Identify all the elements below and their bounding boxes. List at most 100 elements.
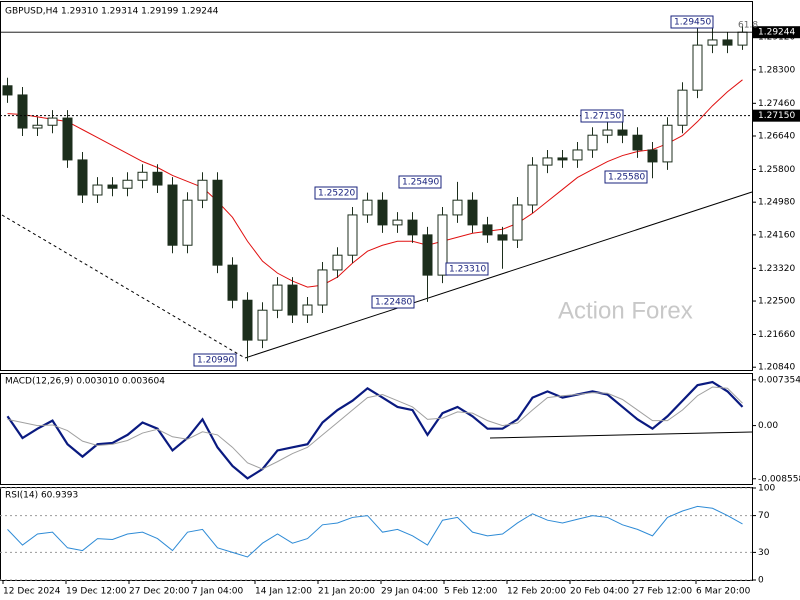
annotation: 61.8	[738, 21, 758, 31]
annotation-box	[371, 295, 415, 309]
candle-body	[227, 264, 238, 301]
candle-body	[317, 269, 328, 306]
series-line	[6, 380, 744, 480]
annotation-box	[604, 170, 648, 184]
candle-body	[407, 219, 418, 236]
candle-body	[692, 44, 703, 91]
trendline	[489, 431, 753, 439]
panel-frame	[0, 1, 753, 371]
candle-body	[47, 117, 58, 126]
annotation-box	[445, 262, 489, 276]
watermark: Action Forex	[558, 297, 693, 324]
candle-body	[122, 179, 133, 189]
candle-body	[587, 134, 598, 151]
x-tick-label: 21 Jan 20:00	[318, 587, 375, 597]
x-tick-label: 27 Dec 20:00	[129, 587, 190, 597]
candle-body	[557, 157, 568, 161]
candle-body	[257, 309, 268, 341]
annotation: 1.20990	[197, 356, 234, 366]
x-tick-label: 6 Mar 20:00	[696, 587, 751, 597]
y-tick-label: 0.00	[758, 421, 778, 431]
candle-body	[527, 164, 538, 206]
candle-body	[212, 179, 223, 266]
trendline	[1, 214, 246, 359]
annotation-box	[193, 353, 237, 367]
x-tick-label: 27 Feb 12:00	[633, 587, 692, 597]
x-tick-label: 5 Feb 12:00	[444, 587, 498, 597]
y-tick-label: 1.23320	[758, 264, 795, 274]
candle-body	[137, 171, 148, 181]
level-label: 1.27150	[758, 111, 795, 121]
candle-body	[17, 94, 28, 129]
panel-title: MACD(12,26,9) 0.003010 0.003604	[5, 377, 165, 387]
last-price-label: 1.29244	[758, 28, 795, 38]
annotation: 1.27150	[584, 112, 621, 122]
annotation: 1.25220	[318, 189, 355, 199]
candle-body	[92, 184, 103, 196]
y-tick-label: 1.26640	[758, 132, 795, 142]
x-tick-label: 14 Jan 12:00	[255, 587, 312, 597]
candle-body	[497, 234, 508, 241]
y-tick-label: -0.008558	[758, 474, 800, 484]
candle-body	[302, 304, 313, 316]
annotation: 1.29450	[674, 18, 711, 28]
y-tick-label: 100	[758, 484, 775, 494]
candle-body	[182, 199, 193, 246]
candle-body	[152, 171, 163, 186]
annotation-box	[670, 15, 714, 29]
y-tick-label: 0	[758, 576, 764, 586]
candle-body	[362, 199, 373, 216]
moving-average	[7, 79, 743, 288]
candle-body	[167, 184, 178, 246]
y-tick-label: 1.24980	[758, 198, 795, 208]
last-price-box	[753, 26, 800, 39]
x-tick-label: 19 Dec 12:00	[66, 587, 127, 597]
x-tick-label: 12 Feb 20:00	[507, 587, 566, 597]
panel-frame	[0, 373, 753, 485]
x-tick-label: 29 Jan 04:00	[381, 587, 438, 597]
candle-body	[62, 117, 73, 161]
annotation-box	[398, 175, 442, 189]
candle-body	[32, 124, 43, 129]
annotation: 1.22480	[375, 298, 412, 308]
candle-body	[482, 224, 493, 236]
y-tick-label: 1.22500	[758, 297, 795, 307]
candle-body	[2, 85, 13, 96]
y-tick-label: 0.007354	[758, 375, 800, 385]
candle-body	[332, 254, 343, 271]
x-tick-label: 12 Dec 2024	[3, 587, 61, 597]
annotation: 1.23310	[449, 265, 486, 275]
y-tick-label: 1.24160	[758, 230, 795, 240]
series-line	[7, 505, 743, 558]
candle-body	[737, 31, 748, 46]
candle-body	[422, 234, 433, 276]
y-tick-label: 1.21660	[758, 330, 795, 340]
candle-body	[77, 159, 88, 196]
candle-body	[392, 219, 403, 226]
candle-body	[647, 149, 658, 163]
y-tick-label: 1.27460	[758, 99, 795, 109]
x-tick-label: 20 Feb 04:00	[570, 587, 629, 597]
y-tick-label: 70	[758, 511, 770, 521]
candle-body	[677, 89, 688, 126]
candle-body	[272, 284, 283, 311]
candle-body	[617, 129, 628, 136]
candle-body	[242, 299, 253, 341]
panel-title: RSI(14) 60.9393	[5, 491, 78, 501]
x-tick-label: 7 Jan 04:00	[192, 587, 244, 597]
y-tick-label: 1.28300	[758, 65, 795, 75]
candle-body	[542, 157, 553, 166]
candle-body	[602, 129, 613, 136]
candle-body	[512, 204, 523, 241]
candle-body	[197, 179, 208, 201]
y-tick-label: 1.25800	[758, 165, 795, 175]
candle-body	[107, 184, 118, 189]
candle-body	[467, 199, 478, 226]
candle-body	[287, 284, 298, 316]
candle-body	[377, 199, 388, 226]
candle-body	[662, 124, 673, 163]
candle-body	[632, 134, 643, 151]
panel-title: GBPUSD,H4 1.29310 1.29314 1.29199 1.2924…	[5, 7, 219, 17]
annotation: 1.25490	[402, 178, 439, 188]
